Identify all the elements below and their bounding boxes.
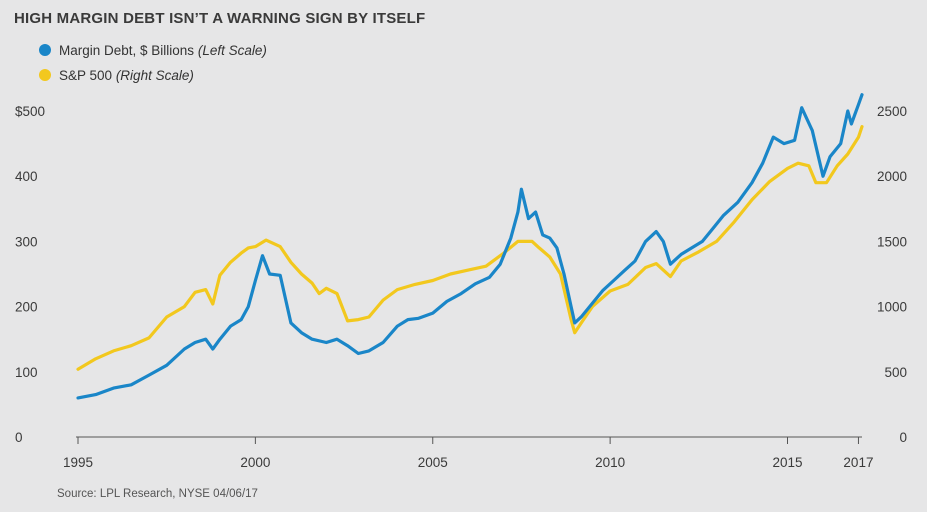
x-tick-label: 2017 [843,455,873,470]
x-tick-label: 1995 [63,455,93,470]
source-note: Source: LPL Research, NYSE 04/06/17 [57,488,258,500]
legend: Margin Debt, $ Billions (Left Scale) S&P… [39,43,267,83]
right-tick-label: 0 [899,430,907,445]
x-tick-label: 2015 [772,455,802,470]
left-tick-label: 300 [15,234,38,249]
legend-note-margin-debt: (Left Scale) [198,43,267,58]
chart-title: HIGH MARGIN DEBT ISN’T A WARNING SIGN BY… [14,10,425,27]
legend-item-sp500: S&P 500 (Right Scale) [59,68,194,83]
legend-marker-margin-debt [39,44,51,56]
right-tick-label: 2000 [877,169,907,184]
legend-marker-sp500 [39,69,51,81]
right-tick-label: 500 [884,365,907,380]
x-tick-label: 2005 [418,455,448,470]
series-layer [76,93,864,400]
left-tick-label: 100 [15,365,38,380]
left-tick-label: 0 [15,430,23,445]
left-axis: $500 400 300 200 100 0 [15,104,45,445]
legend-note-sp500: (Right Scale) [116,68,194,83]
x-tick-label: 2000 [240,455,270,470]
series-line-margin-debt [76,93,864,400]
legend-label-margin-debt: Margin Debt, $ Billions [59,43,194,58]
right-axis: 2500 2000 1500 1000 500 0 [877,104,907,445]
right-tick-label: 2500 [877,104,907,119]
x-axis: 1995 2000 2005 2010 2015 2017 [63,437,873,470]
right-tick-label: 1500 [877,234,907,249]
left-tick-label: 200 [15,300,38,315]
left-tick-label: $500 [15,104,45,119]
left-tick-label: 400 [15,169,38,184]
right-tick-label: 1000 [877,300,907,315]
legend-label-sp500: S&P 500 [59,68,112,83]
legend-item-margin-debt: Margin Debt, $ Billions (Left Scale) [59,43,267,58]
x-tick-label: 2010 [595,455,625,470]
series-line-sp500 [76,124,864,371]
